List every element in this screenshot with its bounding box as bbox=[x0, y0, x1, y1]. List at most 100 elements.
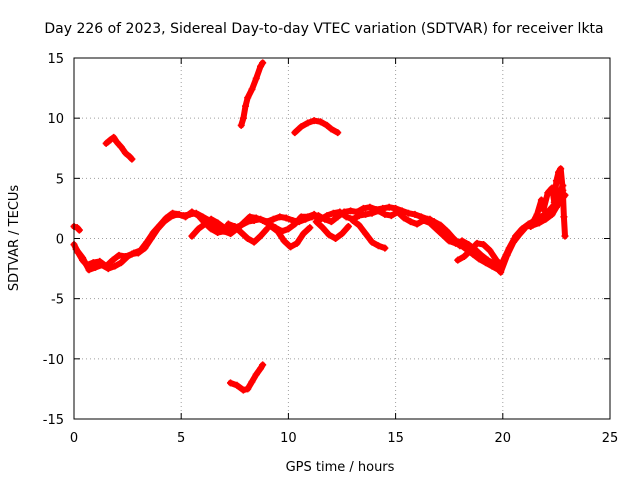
data-point bbox=[542, 215, 550, 223]
series-trace bbox=[73, 192, 568, 276]
data-point bbox=[336, 208, 344, 216]
data-point bbox=[257, 364, 265, 372]
data-point bbox=[338, 230, 346, 238]
data-point bbox=[464, 241, 472, 249]
y-tick-label: 15 bbox=[47, 52, 64, 67]
data-point bbox=[282, 214, 290, 222]
data-point bbox=[510, 238, 518, 246]
data-point bbox=[239, 114, 247, 122]
data-point bbox=[550, 198, 558, 206]
data-point bbox=[310, 117, 318, 125]
data-point bbox=[227, 379, 235, 387]
series-spiky-end bbox=[527, 165, 569, 240]
data-point bbox=[276, 213, 284, 221]
data-point bbox=[188, 208, 196, 216]
series-main-c bbox=[188, 215, 235, 240]
data-point bbox=[432, 220, 440, 228]
y-tick-label: -10 bbox=[43, 353, 64, 368]
data-point bbox=[89, 259, 97, 267]
data-point bbox=[297, 123, 305, 131]
data-point bbox=[445, 233, 453, 241]
data-point bbox=[257, 62, 265, 70]
data-point bbox=[306, 224, 314, 232]
data-point bbox=[347, 207, 355, 215]
axis-ticks bbox=[73, 57, 611, 420]
data-point bbox=[242, 102, 250, 110]
data-point bbox=[252, 214, 260, 222]
data-point bbox=[248, 378, 256, 386]
data-point bbox=[263, 225, 271, 233]
data-point bbox=[224, 220, 232, 228]
data-point bbox=[411, 210, 419, 218]
data-point bbox=[239, 386, 247, 394]
data-point bbox=[214, 219, 222, 227]
data-point bbox=[362, 210, 370, 218]
data-point bbox=[503, 251, 511, 259]
data-point bbox=[252, 74, 260, 82]
data-point bbox=[419, 216, 427, 224]
data-point bbox=[104, 265, 112, 273]
data-point bbox=[149, 228, 157, 236]
data-point bbox=[280, 237, 288, 245]
y-axis-label: SDTVAR / TECUs bbox=[7, 185, 22, 292]
data-point bbox=[128, 155, 136, 163]
data-point bbox=[454, 256, 462, 264]
data-point bbox=[269, 215, 277, 223]
data-point bbox=[246, 213, 254, 221]
data-point bbox=[91, 263, 99, 271]
data-point bbox=[317, 215, 325, 223]
data-point bbox=[117, 143, 125, 151]
series-dip-1 bbox=[224, 220, 271, 246]
data-point bbox=[227, 227, 235, 235]
data-point bbox=[259, 216, 267, 224]
data-point bbox=[480, 241, 488, 249]
data-point bbox=[284, 225, 292, 233]
data-point bbox=[387, 212, 395, 220]
data-point bbox=[252, 370, 260, 378]
data-point bbox=[250, 238, 258, 246]
data-point bbox=[355, 212, 363, 220]
data-point bbox=[194, 225, 202, 233]
data-point bbox=[486, 247, 494, 255]
x-tick-label: 10 bbox=[280, 431, 297, 446]
data-point bbox=[559, 186, 567, 194]
data-point bbox=[327, 125, 335, 133]
data-point bbox=[237, 121, 245, 129]
data-point bbox=[404, 209, 412, 217]
data-point bbox=[394, 208, 402, 216]
series-left-stub bbox=[70, 222, 83, 234]
data-point bbox=[259, 361, 267, 369]
data-point bbox=[458, 237, 466, 245]
data-point bbox=[329, 209, 337, 217]
data-point bbox=[85, 266, 93, 274]
data-point bbox=[456, 242, 464, 250]
data-point bbox=[162, 214, 170, 222]
data-point bbox=[548, 184, 556, 192]
data-point bbox=[194, 212, 202, 220]
data-point bbox=[560, 213, 568, 221]
data-point bbox=[497, 268, 505, 276]
data-point bbox=[344, 222, 352, 230]
data-point bbox=[527, 222, 535, 230]
data-point bbox=[327, 218, 335, 226]
data-point bbox=[291, 220, 299, 228]
series-trace bbox=[313, 218, 352, 242]
data-point bbox=[304, 119, 312, 127]
data-point bbox=[304, 213, 312, 221]
series-main-b bbox=[72, 191, 569, 276]
x-tick-label: 15 bbox=[387, 431, 404, 446]
data-point bbox=[109, 256, 117, 264]
data-point bbox=[533, 210, 541, 218]
data-point bbox=[117, 259, 125, 267]
data-point bbox=[319, 224, 327, 232]
data-point bbox=[385, 203, 393, 211]
data-point bbox=[287, 243, 295, 251]
data-point bbox=[98, 261, 106, 269]
data-point bbox=[548, 210, 556, 218]
data-point bbox=[156, 221, 164, 229]
y-tick-label: 10 bbox=[47, 112, 64, 127]
data-point bbox=[130, 249, 138, 257]
x-tick-label: 25 bbox=[602, 431, 619, 446]
data-point bbox=[426, 215, 434, 223]
data-point bbox=[312, 218, 320, 226]
